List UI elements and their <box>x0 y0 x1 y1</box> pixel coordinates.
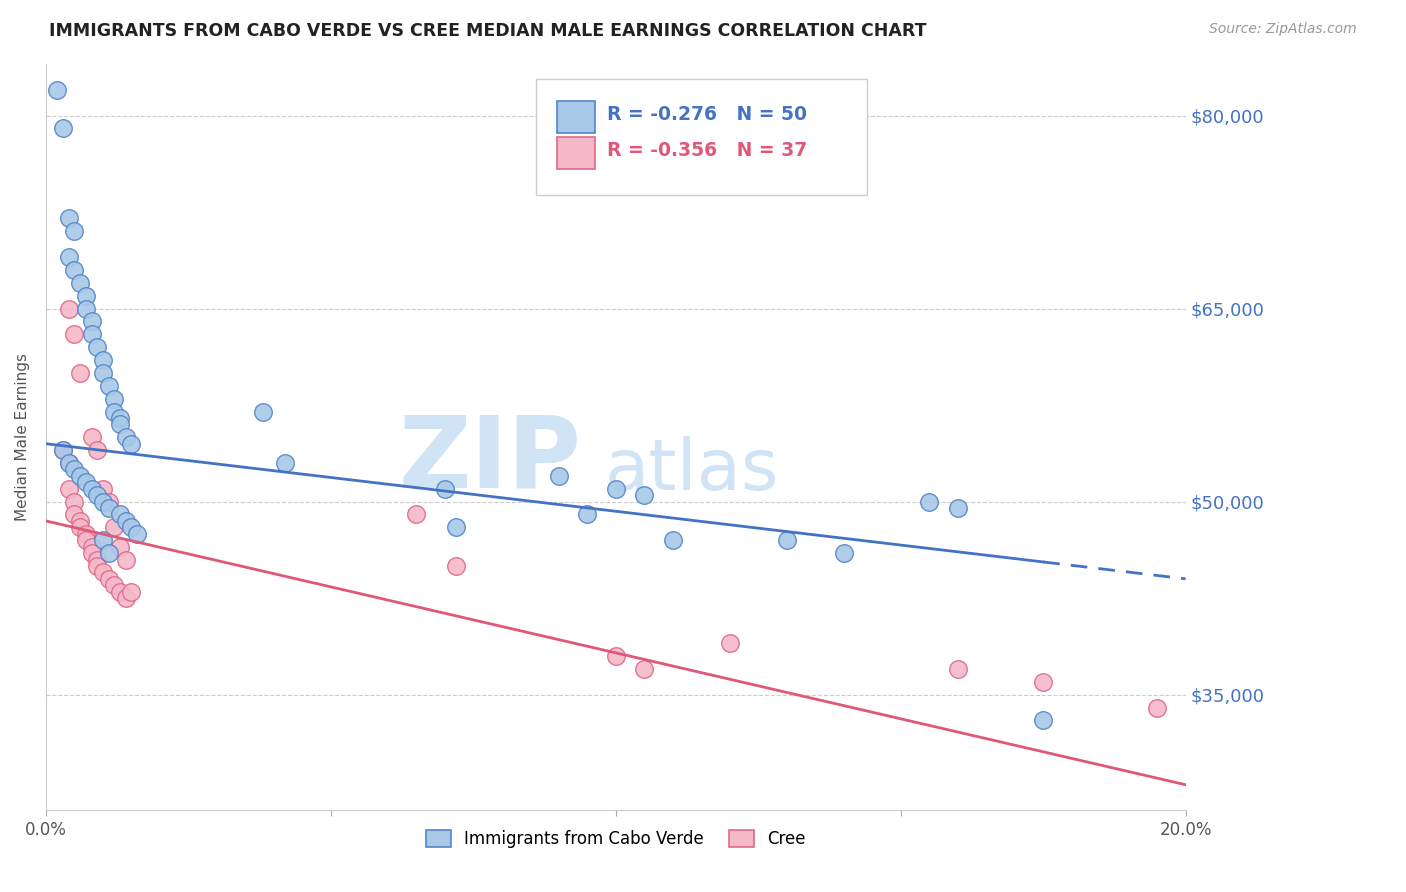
FancyBboxPatch shape <box>557 102 595 133</box>
Point <box>69 366 91 380</box>
Point <box>91 482 114 496</box>
Point <box>1146 700 1168 714</box>
Point <box>63 462 86 476</box>
Point <box>58 456 80 470</box>
Point <box>86 488 108 502</box>
Legend: Immigrants from Cabo Verde, Cree: Immigrants from Cabo Verde, Cree <box>419 823 813 855</box>
Point <box>946 662 969 676</box>
Point <box>274 456 297 470</box>
Point <box>120 584 142 599</box>
Text: Source: ZipAtlas.com: Source: ZipAtlas.com <box>1209 22 1357 37</box>
Point <box>103 520 125 534</box>
Point <box>1032 674 1054 689</box>
Point <box>946 501 969 516</box>
Point <box>80 430 103 444</box>
Point <box>58 482 80 496</box>
Point <box>97 501 120 516</box>
Point <box>58 250 80 264</box>
Point <box>108 540 131 554</box>
Point <box>63 263 86 277</box>
Point <box>120 520 142 534</box>
Point <box>444 520 467 534</box>
Text: R = -0.276   N = 50: R = -0.276 N = 50 <box>606 105 807 124</box>
Point <box>114 552 136 566</box>
Point <box>75 301 97 316</box>
Point <box>86 340 108 354</box>
Point <box>75 526 97 541</box>
Point <box>1032 714 1054 728</box>
Point <box>58 456 80 470</box>
Point <box>661 533 683 548</box>
Point <box>576 508 599 522</box>
Point <box>69 520 91 534</box>
Text: IMMIGRANTS FROM CABO VERDE VS CREE MEDIAN MALE EARNINGS CORRELATION CHART: IMMIGRANTS FROM CABO VERDE VS CREE MEDIA… <box>49 22 927 40</box>
Point <box>114 430 136 444</box>
Point <box>605 482 627 496</box>
FancyBboxPatch shape <box>536 79 866 194</box>
Point <box>58 301 80 316</box>
Point <box>80 540 103 554</box>
Point <box>69 469 91 483</box>
Point <box>114 514 136 528</box>
Point <box>63 508 86 522</box>
Point <box>103 578 125 592</box>
Point <box>547 469 569 483</box>
Point <box>103 404 125 418</box>
Point <box>86 558 108 573</box>
Point <box>91 494 114 508</box>
Point <box>114 591 136 606</box>
Point <box>80 546 103 560</box>
Point <box>776 533 799 548</box>
Point <box>108 584 131 599</box>
Y-axis label: Median Male Earnings: Median Male Earnings <box>15 353 30 521</box>
Point <box>91 533 114 548</box>
Point <box>80 482 103 496</box>
FancyBboxPatch shape <box>557 137 595 169</box>
Text: atlas: atlas <box>605 436 779 506</box>
Point <box>103 392 125 406</box>
Point <box>718 636 741 650</box>
Point <box>63 494 86 508</box>
Point <box>52 443 75 458</box>
Point <box>69 514 91 528</box>
Point <box>46 83 69 97</box>
Point <box>832 546 855 560</box>
Point <box>80 327 103 342</box>
Point <box>75 475 97 490</box>
Point <box>252 404 274 418</box>
Point <box>433 482 456 496</box>
Point <box>127 526 149 541</box>
Point <box>63 224 86 238</box>
Point <box>75 289 97 303</box>
Point <box>97 494 120 508</box>
Point <box>91 353 114 368</box>
Point <box>444 558 467 573</box>
Point <box>918 494 941 508</box>
Point <box>97 379 120 393</box>
Point <box>97 572 120 586</box>
Point <box>75 533 97 548</box>
Point <box>91 366 114 380</box>
Point <box>633 488 655 502</box>
Point <box>86 552 108 566</box>
Text: R = -0.356   N = 37: R = -0.356 N = 37 <box>606 141 807 161</box>
Point <box>80 314 103 328</box>
Point <box>86 443 108 458</box>
Point <box>58 211 80 226</box>
Point <box>405 508 427 522</box>
Point <box>633 662 655 676</box>
Point <box>120 436 142 450</box>
Point <box>52 121 75 136</box>
Point <box>108 417 131 432</box>
Point <box>52 443 75 458</box>
Point <box>63 327 86 342</box>
Point <box>91 566 114 580</box>
Point <box>97 546 120 560</box>
Point <box>605 648 627 663</box>
Point <box>69 276 91 290</box>
Point <box>108 508 131 522</box>
Point <box>108 411 131 425</box>
Text: ZIP: ZIP <box>399 411 582 508</box>
